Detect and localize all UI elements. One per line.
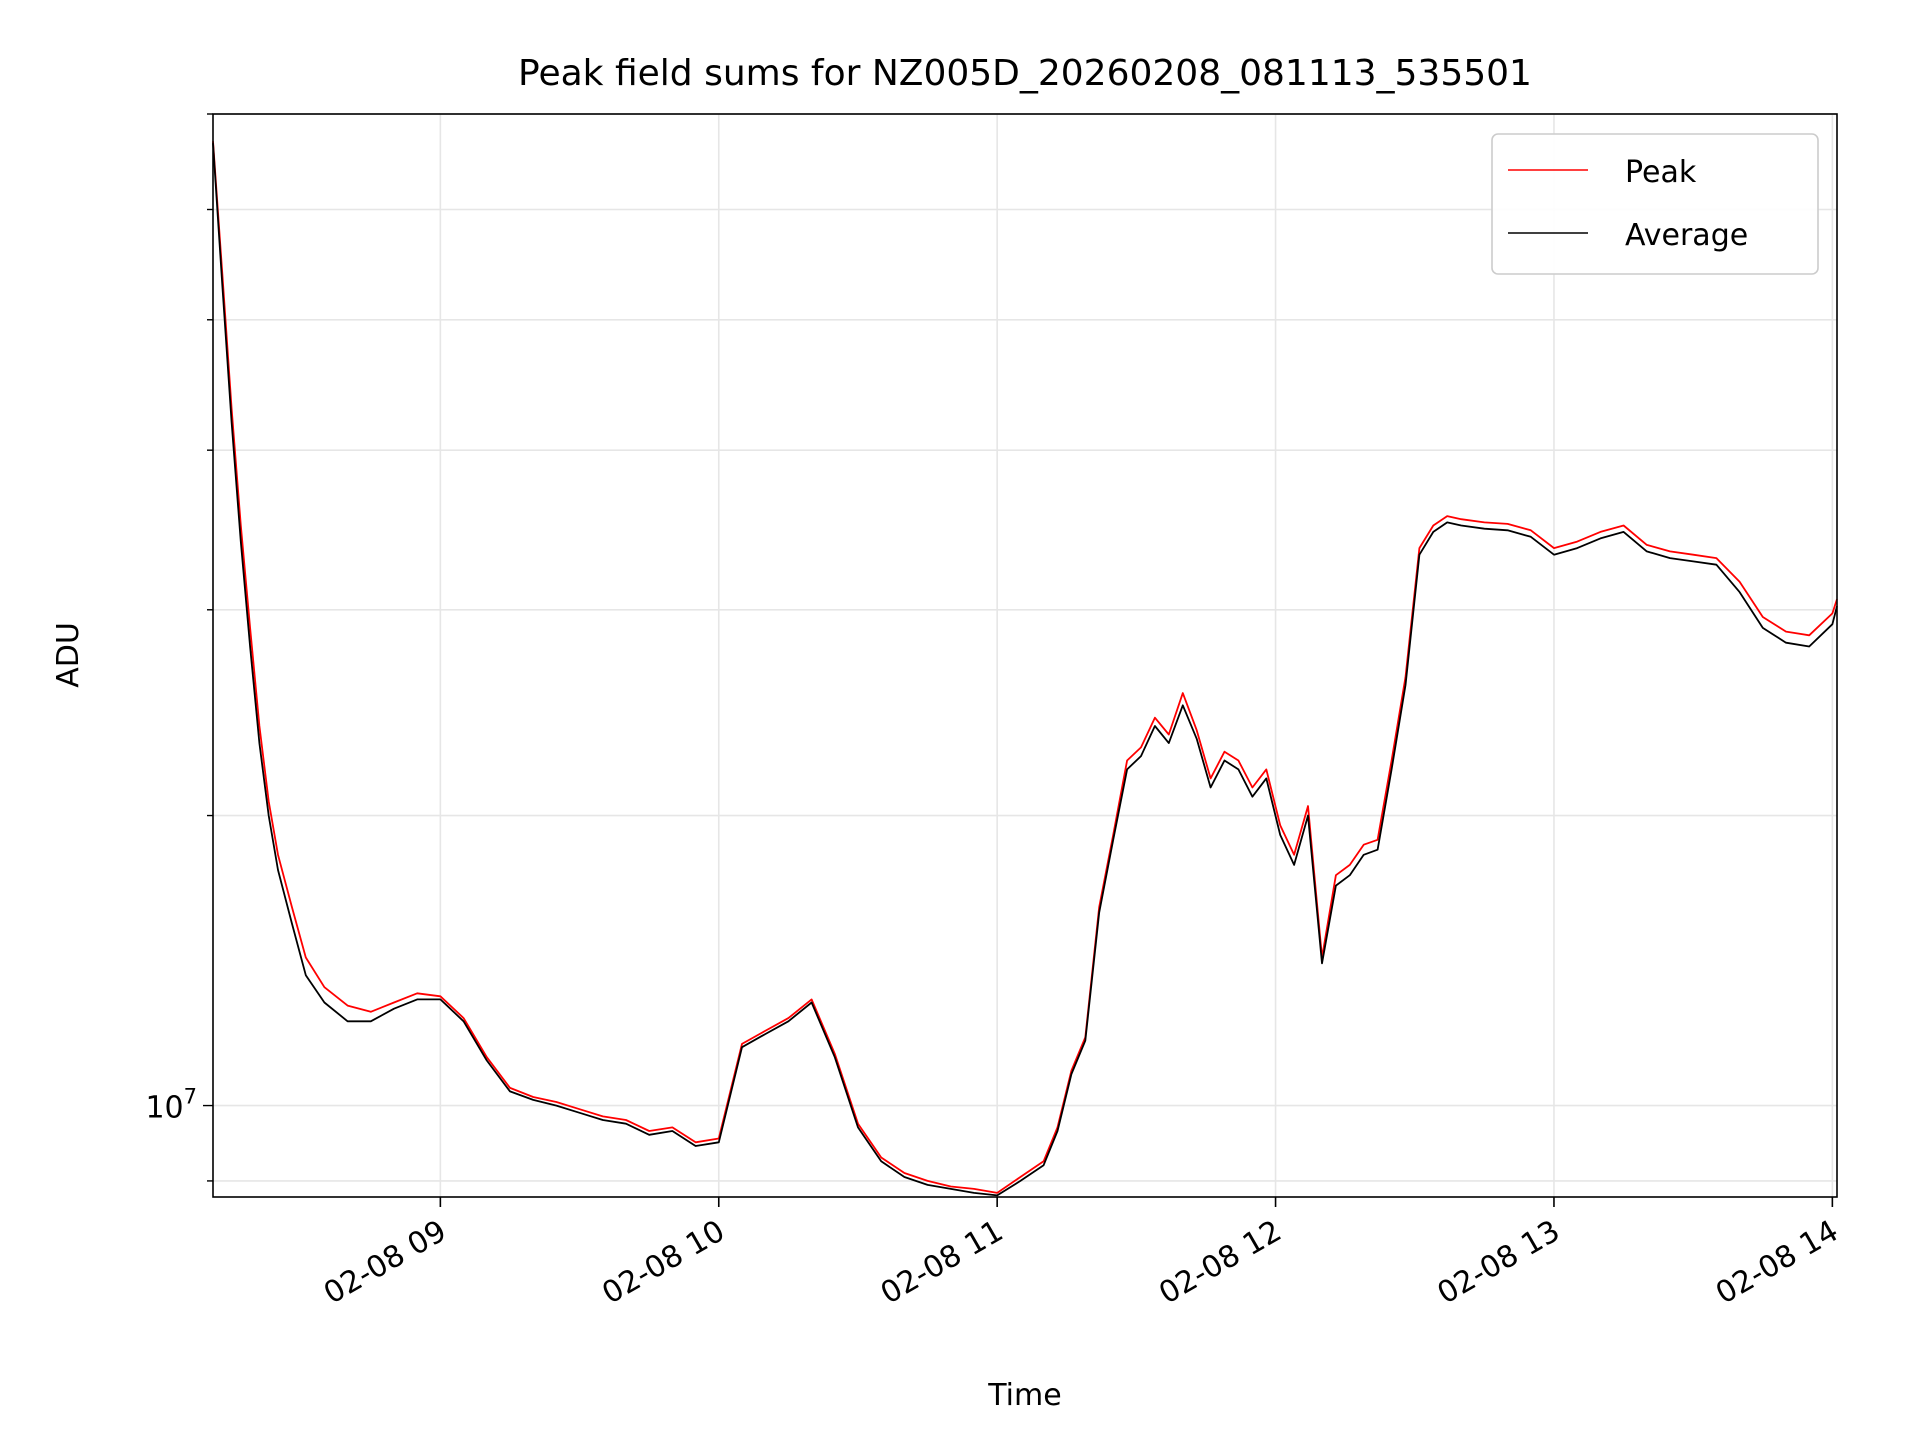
y-tick-label: 107 (145, 1085, 197, 1126)
series-layer (212, 141, 1838, 1197)
legend-average-label: Average (1625, 218, 1748, 253)
series-line-average (212, 143, 1838, 1197)
chart-title: Peak field sums for NZ005D_20260208_0811… (518, 53, 1532, 94)
legend-peak-label: Peak (1625, 155, 1697, 190)
legend: Peak Average (1491, 133, 1819, 275)
axes-frame (212, 113, 1838, 1198)
legend-box (1491, 133, 1819, 275)
y-axis-label: ADU (51, 622, 86, 688)
x-axis-label: Time (987, 1378, 1061, 1413)
